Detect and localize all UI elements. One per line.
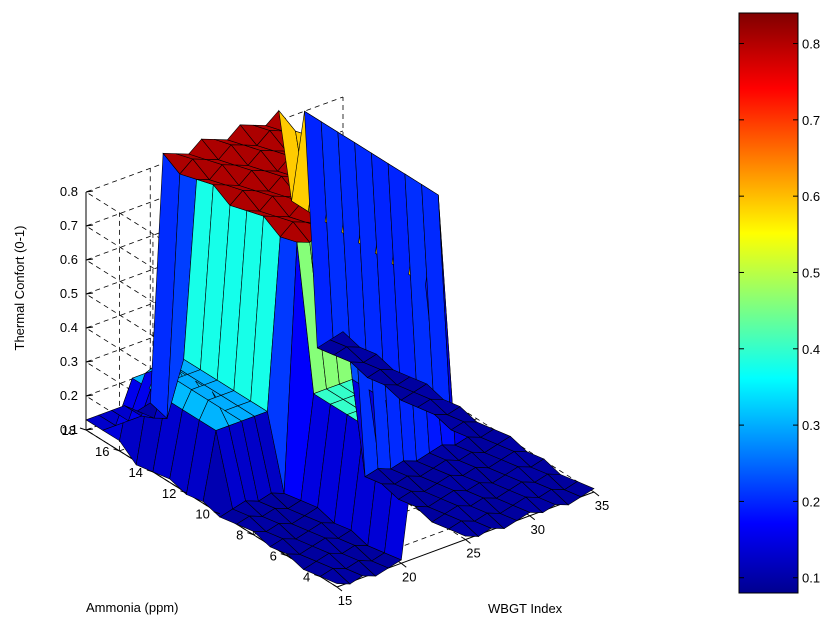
colorbar-tick-label: 0.6 [802,189,820,204]
x-tick-label: 25 [466,546,480,561]
y-tick-label: 10 [195,507,209,522]
x-tick-label: 30 [531,522,545,537]
colorbar-ticks: 0.1 0.2 0.3 0.4 0.5 0.6 0.7 0.8 [739,37,820,586]
x-tick-label: 35 [595,498,609,513]
z-tick-label: 0.6 [60,252,78,267]
y-axis-label: Ammonia (ppm) [86,600,178,615]
y-tick-mark [247,532,254,536]
x-tick-mark [465,539,471,544]
y-tick-label: 18 [62,423,76,438]
y-tick-label: 8 [236,528,243,543]
y-tick-mark [146,469,154,473]
colorbar-tick-label: 0.7 [802,113,820,128]
z-tick-mark [85,258,94,261]
x-tick-mark [400,562,407,568]
z-tick-label: 0.5 [60,286,78,301]
colorbar-gradient [738,12,799,594]
colorbar-tick-label: 0.8 [802,37,820,52]
y-tick-label: 16 [95,444,109,459]
z-tick-mark [85,292,94,295]
surface-face [563,481,595,498]
z-tick-label: 0.8 [60,184,78,199]
z-tick-label: 0.1 [60,422,78,437]
x-tick-mark [593,491,600,497]
z-tick-mark [85,190,94,193]
y-tick-label: 12 [162,486,176,501]
z-tick-label: 0.3 [60,354,78,369]
y-tick-label: 4 [303,570,310,585]
y-tick-label: 6 [270,549,277,564]
y-tick-mark [79,427,87,431]
y-tick-mark [314,574,321,578]
z-axis-label: Thermal Confort (0-1) [12,226,27,351]
colorbar-tick-label: 0.1 [802,571,820,586]
axis-ticks: 0.1 0.2 0.3 0.4 0.5 0.6 0.7 0.8 4 6 8 10 12 14 16 18 15 2… [60,184,609,608]
x-tick-mark [336,586,343,592]
y-tick-label: 14 [128,465,142,480]
x-tick-mark [529,515,536,521]
surface-mesh [85,109,595,585]
z-tick-mark [85,394,94,397]
z-tick-label: 0.2 [60,388,78,403]
colorbar: 0.1 0.2 0.3 0.4 0.5 0.6 0.7 0.8 [738,12,820,594]
z-tick-mark [85,428,94,431]
x-axis-label: WBGT Index [488,601,563,616]
x-tick-label: 20 [402,569,416,584]
z-tick-label: 0.7 [60,218,78,233]
colorbar-tick-label: 0.5 [802,265,820,280]
colorbar-tick-label: 0.3 [802,418,820,433]
colorbar-tick-label: 0.2 [802,494,820,509]
x-tick-label: 15 [338,593,352,608]
z-tick-mark [85,224,94,227]
colorbar-tick-label: 0.4 [802,342,820,357]
y-tick-mark [213,511,221,515]
y-tick-mark [180,490,187,494]
y-tick-mark [280,553,287,557]
z-tick-label: 0.4 [60,320,78,335]
z-tick-mark [85,360,94,363]
y-tick-mark [113,448,120,452]
z-tick-mark [85,326,94,329]
